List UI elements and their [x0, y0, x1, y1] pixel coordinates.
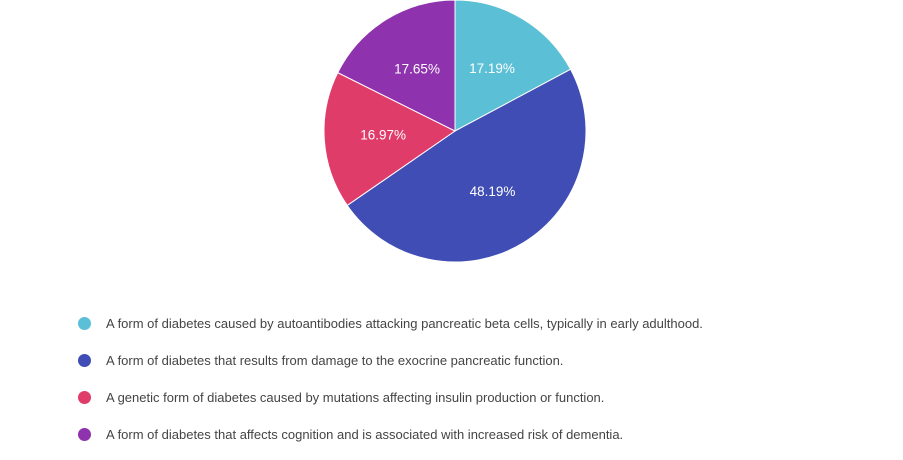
- legend-dot-icon: [78, 427, 91, 441]
- slice-value-label: 17.19%: [469, 61, 515, 76]
- pie-chart: 17.19% 48.19% 16.97% 17.65%: [323, 0, 587, 263]
- legend-item[interactable]: A form of diabetes that results from dam…: [78, 349, 878, 371]
- legend-item[interactable]: A form of diabetes that affects cognitio…: [78, 423, 878, 445]
- slice-value-label: 48.19%: [470, 184, 516, 199]
- legend-label: A form of diabetes that affects cognitio…: [106, 426, 624, 442]
- pie-slice[interactable]: [454, 0, 572, 132]
- legend-dot-icon: [78, 390, 91, 404]
- legend-dot-icon: [78, 353, 91, 367]
- chart-legend: A form of diabetes caused by autoantibod…: [78, 312, 878, 460]
- legend-label: A form of diabetes caused by autoantibod…: [106, 315, 703, 331]
- slice-value-label: 16.97%: [360, 128, 406, 143]
- pie-slice[interactable]: [337, 0, 456, 132]
- legend-dot-icon: [78, 316, 91, 330]
- slice-value-label: 17.65%: [394, 61, 440, 76]
- legend-label: A form of diabetes that results from dam…: [106, 352, 564, 368]
- pie-slice[interactable]: [346, 68, 587, 263]
- legend-item[interactable]: A form of diabetes caused by autoantibod…: [78, 312, 878, 334]
- legend-item[interactable]: A genetic form of diabetes caused by mut…: [78, 386, 878, 408]
- pie-slice[interactable]: [323, 71, 456, 207]
- legend-label: A genetic form of diabetes caused by mut…: [106, 389, 605, 405]
